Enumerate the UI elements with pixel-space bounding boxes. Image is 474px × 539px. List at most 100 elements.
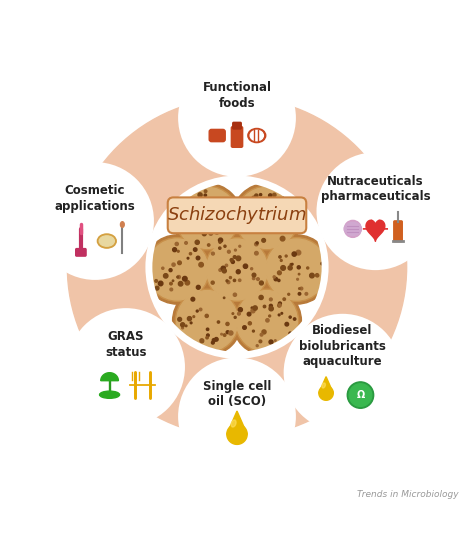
Circle shape	[299, 288, 300, 289]
Circle shape	[229, 230, 232, 232]
Ellipse shape	[120, 222, 124, 227]
Circle shape	[296, 250, 301, 255]
Polygon shape	[227, 424, 247, 444]
Text: Ω: Ω	[356, 390, 365, 400]
Circle shape	[175, 243, 178, 246]
Circle shape	[217, 229, 221, 233]
Circle shape	[187, 258, 189, 259]
Circle shape	[234, 316, 236, 319]
Circle shape	[219, 198, 222, 202]
Circle shape	[155, 286, 159, 290]
Circle shape	[219, 269, 221, 271]
Circle shape	[230, 259, 233, 261]
Circle shape	[207, 239, 267, 300]
Circle shape	[243, 217, 245, 218]
Circle shape	[193, 248, 197, 251]
Circle shape	[349, 384, 372, 406]
Circle shape	[235, 289, 299, 353]
Circle shape	[178, 281, 183, 286]
Circle shape	[229, 331, 233, 335]
Circle shape	[238, 279, 241, 281]
Circle shape	[199, 262, 203, 267]
Circle shape	[205, 228, 209, 232]
Ellipse shape	[97, 234, 116, 248]
Circle shape	[200, 308, 202, 311]
Circle shape	[190, 253, 191, 255]
Circle shape	[202, 235, 272, 304]
Circle shape	[178, 59, 296, 177]
Circle shape	[187, 316, 191, 321]
Circle shape	[251, 268, 253, 270]
Circle shape	[219, 238, 223, 242]
Text: GRAS
status: GRAS status	[105, 330, 147, 359]
Circle shape	[231, 260, 234, 264]
Circle shape	[252, 196, 256, 201]
Circle shape	[219, 247, 221, 250]
Circle shape	[269, 315, 271, 317]
Circle shape	[178, 218, 180, 220]
Circle shape	[233, 279, 236, 281]
Circle shape	[158, 281, 163, 286]
Circle shape	[263, 305, 266, 308]
Circle shape	[193, 316, 195, 317]
Circle shape	[177, 291, 237, 351]
Circle shape	[205, 213, 208, 217]
Circle shape	[196, 310, 198, 312]
Circle shape	[344, 220, 361, 237]
Circle shape	[235, 186, 299, 250]
Circle shape	[290, 264, 292, 266]
Circle shape	[305, 293, 308, 295]
Circle shape	[278, 302, 282, 305]
Circle shape	[251, 307, 253, 309]
Circle shape	[266, 239, 327, 300]
Circle shape	[208, 244, 210, 246]
Circle shape	[186, 225, 191, 229]
Circle shape	[198, 193, 202, 197]
Circle shape	[298, 273, 300, 275]
Circle shape	[178, 317, 182, 321]
Circle shape	[205, 314, 208, 317]
Circle shape	[149, 179, 325, 355]
Ellipse shape	[100, 391, 119, 398]
Circle shape	[186, 340, 189, 343]
Circle shape	[201, 213, 204, 215]
FancyBboxPatch shape	[394, 221, 402, 241]
Circle shape	[185, 280, 190, 285]
Text: Trends in Microbiology: Trends in Microbiology	[357, 490, 458, 500]
Circle shape	[321, 262, 323, 265]
Circle shape	[173, 183, 242, 253]
Circle shape	[247, 312, 251, 316]
Circle shape	[175, 186, 239, 250]
Polygon shape	[319, 377, 333, 393]
Circle shape	[255, 243, 258, 246]
Ellipse shape	[99, 236, 114, 246]
Circle shape	[278, 279, 280, 281]
Circle shape	[259, 281, 264, 285]
Circle shape	[307, 267, 309, 269]
Circle shape	[178, 357, 296, 475]
Circle shape	[250, 203, 255, 208]
Circle shape	[212, 338, 216, 342]
Text: Nutraceuticals
pharmaceuticals: Nutraceuticals pharmaceuticals	[320, 175, 430, 203]
Circle shape	[262, 239, 265, 242]
Circle shape	[262, 235, 331, 304]
Circle shape	[228, 250, 230, 253]
Circle shape	[162, 267, 164, 270]
Circle shape	[211, 281, 214, 284]
Circle shape	[190, 322, 192, 324]
Circle shape	[245, 198, 248, 201]
Circle shape	[269, 307, 273, 311]
Circle shape	[237, 313, 240, 315]
Circle shape	[223, 297, 225, 299]
Circle shape	[237, 291, 297, 351]
Circle shape	[281, 266, 285, 270]
Circle shape	[279, 304, 281, 306]
FancyBboxPatch shape	[168, 197, 306, 233]
Circle shape	[310, 273, 314, 278]
Circle shape	[285, 322, 289, 326]
Circle shape	[191, 298, 195, 301]
FancyBboxPatch shape	[209, 129, 225, 142]
Circle shape	[196, 256, 200, 260]
Text: $\it{Schizochytrium}$: $\it{Schizochytrium}$	[167, 204, 307, 226]
FancyBboxPatch shape	[76, 248, 86, 256]
